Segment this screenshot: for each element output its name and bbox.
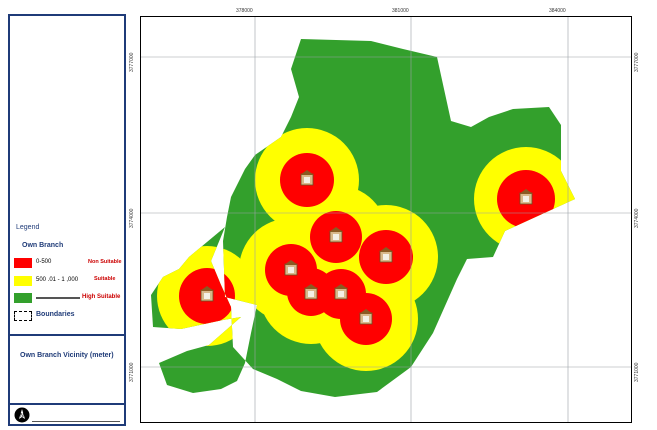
top-tick-3: 384000 [549, 8, 566, 14]
branch-icon [304, 284, 318, 300]
legend-panel: Legend Own Branch 0-500 Non Suitable 500… [8, 14, 126, 426]
legend-label-boundaries: Boundaries [36, 311, 75, 318]
map-grid [141, 17, 631, 422]
legend-label-high-suitable: High Suitable [82, 294, 121, 300]
legend-separator-2 [10, 403, 124, 405]
branch-markers [200, 170, 533, 325]
legend-range-high-suitable [36, 297, 80, 299]
left-tick-3: 3771000 [129, 362, 135, 382]
branch-icon [329, 227, 343, 243]
legend-swatch-boundaries [14, 311, 32, 321]
branch-icon [200, 286, 214, 302]
legend-separator-1 [10, 334, 124, 336]
map-frame [140, 16, 632, 423]
legend-label-non-suitable: Non Suitable [88, 259, 122, 265]
scale-bar [32, 421, 120, 422]
svg-text:N: N [20, 413, 24, 419]
legend-range-suitable: 500 .01 - 1 ,000 [36, 277, 79, 283]
branch-icon [359, 309, 373, 325]
north-arrow-icon: N [14, 407, 30, 423]
legend-swatch-suitable [14, 276, 32, 286]
right-tick-1: 3777000 [634, 52, 640, 72]
branch-icon [284, 260, 298, 276]
left-tick-1: 3777000 [129, 52, 135, 72]
legend-layer-title: Own Branch [22, 242, 64, 249]
legend-swatch-high-suitable [14, 293, 32, 303]
right-tick-2: 3774000 [634, 208, 640, 228]
branch-icon [334, 284, 348, 300]
top-tick-2: 381000 [392, 8, 409, 14]
branch-icon [300, 170, 314, 186]
legend-range-non-suitable: 0-500 [36, 259, 52, 265]
right-tick-3: 3771000 [634, 362, 640, 382]
suitability-map [141, 17, 631, 422]
branch-icon [379, 247, 393, 263]
left-tick-2: 3774000 [129, 208, 135, 228]
legend-title: Legend [16, 224, 40, 231]
legend-label-suitable: Suitable [94, 276, 116, 282]
vicinity-title: Own Branch Vicinity (meter) [20, 352, 114, 359]
top-tick-1: 378000 [236, 8, 253, 14]
branch-icon [519, 189, 533, 205]
legend-swatch-non-suitable [14, 258, 32, 268]
